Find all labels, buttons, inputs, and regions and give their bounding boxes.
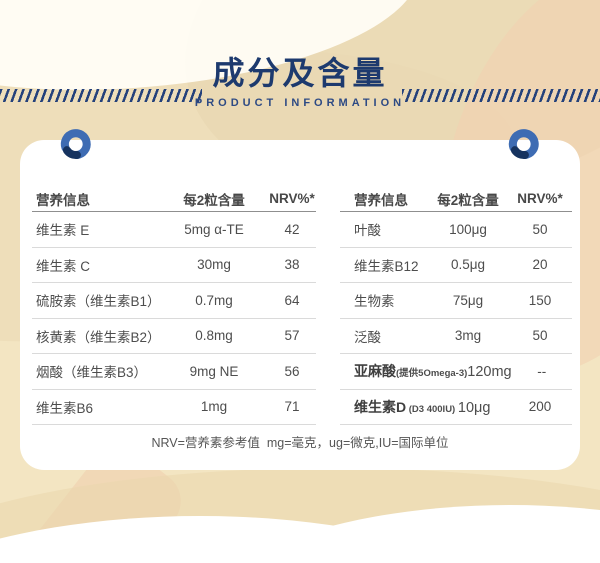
column-header-nrv: NRV%*: [517, 191, 563, 206]
table-row: 亚麻酸(提供5Omega-3)120mg --: [340, 354, 572, 390]
table-header: 营养信息 每2粒含量 NRV%*: [340, 186, 572, 212]
nutrient-note: (提供5Omega-3): [396, 368, 468, 380]
nutrient-nrv: 150: [528, 292, 552, 308]
nutrient-name: 核黄素（维生素B2）: [36, 329, 161, 345]
swirl-ribbon-icon: [508, 129, 539, 160]
nutrient-amount: 5mg α-TE: [184, 221, 244, 237]
nutrient-name: 维生素 C: [36, 258, 90, 274]
nutrient-name: 硫胺素（维生素B1）: [36, 294, 161, 310]
column-header-amount-per-2: 每2粒含量: [183, 192, 245, 208]
nutrient-amount: 75μg: [452, 292, 484, 308]
column-header-nutrition-info: 营养信息: [354, 192, 408, 208]
table-row: 维生素B6 1mg 71: [32, 390, 316, 425]
nutrition-table-right: 营养信息 每2粒含量 NRV%* 叶酸 100μg 50 维生素B12 0.5μ…: [340, 186, 572, 425]
page-subtitle: PRODUCT INFORMATION: [194, 97, 406, 110]
nutrient-name: 亚麻酸(提供5Omega-3)120mg: [340, 361, 512, 381]
nutrient-name: 生物素: [354, 294, 395, 310]
nutrient-name-text: 维生素D: [354, 398, 407, 415]
nutrient-name: 泛酸: [354, 329, 381, 345]
table-row: 维生素D (D3 400IU) 10μg 200: [340, 390, 572, 425]
nutrient-nrv: 42: [284, 221, 300, 237]
nutrient-name: 维生素 E: [36, 223, 90, 239]
page-title: 成分及含量: [212, 55, 388, 91]
table-row: 泛酸 3mg 50: [340, 319, 572, 354]
nutrient-amount: 1mg: [200, 399, 228, 415]
table-row: 维生素 C 30mg 38: [32, 248, 316, 283]
table-header: 营养信息 每2粒含量 NRV%*: [32, 186, 316, 212]
table-row: 维生素B12 0.5μg 20: [340, 248, 572, 283]
table-row: 硫胺素（维生素B1） 0.7mg 64: [32, 283, 316, 319]
nutrient-nrv: 64: [284, 292, 300, 308]
nutrient-nrv: 20: [532, 257, 548, 273]
table-row: 烟酸（维生素B3） 9mg NE 56: [32, 354, 316, 390]
column-header-amount-per-2: 每2粒含量: [437, 192, 499, 208]
nutrient-amount: 3mg: [454, 328, 482, 344]
nutrient-nrv: 50: [532, 328, 548, 344]
nutrient-amount: 0.5μg: [450, 257, 486, 273]
table-row: 维生素 E 5mg α-TE 42: [32, 212, 316, 248]
background-wave-shape: [160, 505, 600, 563]
ingredients-card: 营养信息 每2粒含量 NRV%* 维生素 E 5mg α-TE 42 维生素 C…: [20, 129, 580, 470]
nutrient-amount: 10μg: [457, 399, 491, 416]
nutrient-nrv: 50: [532, 221, 548, 237]
nutrient-nrv: 71: [284, 399, 300, 415]
section-header: 成分及含量 PRODUCT INFORMATION: [0, 54, 600, 109]
nutrient-nrv: 38: [284, 257, 300, 273]
nutrient-amount: 0.7mg: [195, 292, 233, 308]
nutrient-nrv: 200: [528, 399, 552, 415]
nutrient-name: 维生素B12: [354, 258, 419, 274]
nutrition-table-left: 营养信息 每2粒含量 NRV%* 维生素 E 5mg α-TE 42 维生素 C…: [32, 186, 316, 425]
nutrient-name: 维生素D (D3 400IU) 10μg: [340, 397, 508, 417]
nutrient-name-text: 亚麻酸: [354, 363, 396, 380]
nutrient-note: (D3 400IU): [406, 403, 458, 415]
nutrient-amount: 0.8mg: [195, 328, 233, 344]
nutrient-amount: 120mg: [467, 364, 512, 381]
table-row: 核黄素（维生素B2） 0.8mg 57: [32, 319, 316, 354]
table-row: 叶酸 100μg 50: [340, 212, 572, 248]
background-wave-shape: [0, 516, 580, 563]
nutrient-nrv: --: [537, 363, 547, 379]
nutrient-amount: 100μg: [449, 221, 487, 237]
nutrient-amount: 9mg NE: [189, 363, 239, 379]
table-footnote: NRV=营养素参考值 mg=毫克，ug=微克,IU=国际单位: [151, 436, 449, 450]
nutrient-nrv: 57: [284, 328, 300, 344]
column-header-nrv: NRV%*: [269, 191, 315, 206]
column-header-nutrition-info: 营养信息: [36, 192, 90, 208]
background-swirl-shape: [0, 468, 600, 563]
nutrient-nrv: 56: [284, 363, 300, 379]
nutrient-name: 烟酸（维生素B3）: [36, 365, 148, 381]
swirl-ribbon-icon: [60, 129, 91, 160]
nutrient-name: 维生素B6: [36, 400, 94, 416]
table-row: 生物素 75μg 150: [340, 283, 572, 319]
nutrient-amount: 30mg: [197, 257, 231, 273]
nutrient-name: 叶酸: [354, 223, 381, 239]
